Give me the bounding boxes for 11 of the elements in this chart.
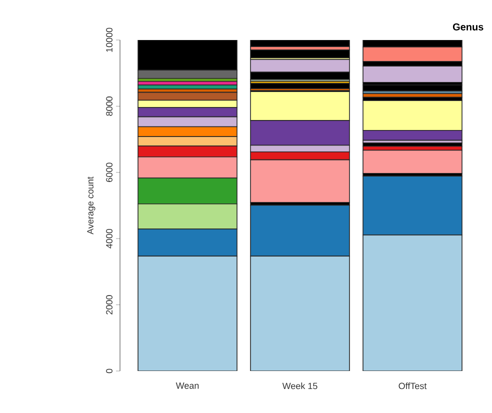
y-axis-title: Average count: [87, 176, 96, 234]
x-tick-label: OffTest: [398, 382, 427, 390]
y-tick-label: 4000: [106, 228, 112, 248]
y-tick-label: 0: [106, 368, 112, 374]
y-tick-label: 2000: [106, 295, 112, 314]
y-tick-label: 8000: [106, 96, 112, 116]
y-tick-label: 6000: [106, 162, 112, 182]
chart-title: Genus: [452, 23, 484, 30]
x-tick-label: Wean: [176, 382, 199, 389]
y-tick-label: 10000: [106, 28, 112, 52]
x-tick-label: Week 15: [282, 382, 318, 390]
